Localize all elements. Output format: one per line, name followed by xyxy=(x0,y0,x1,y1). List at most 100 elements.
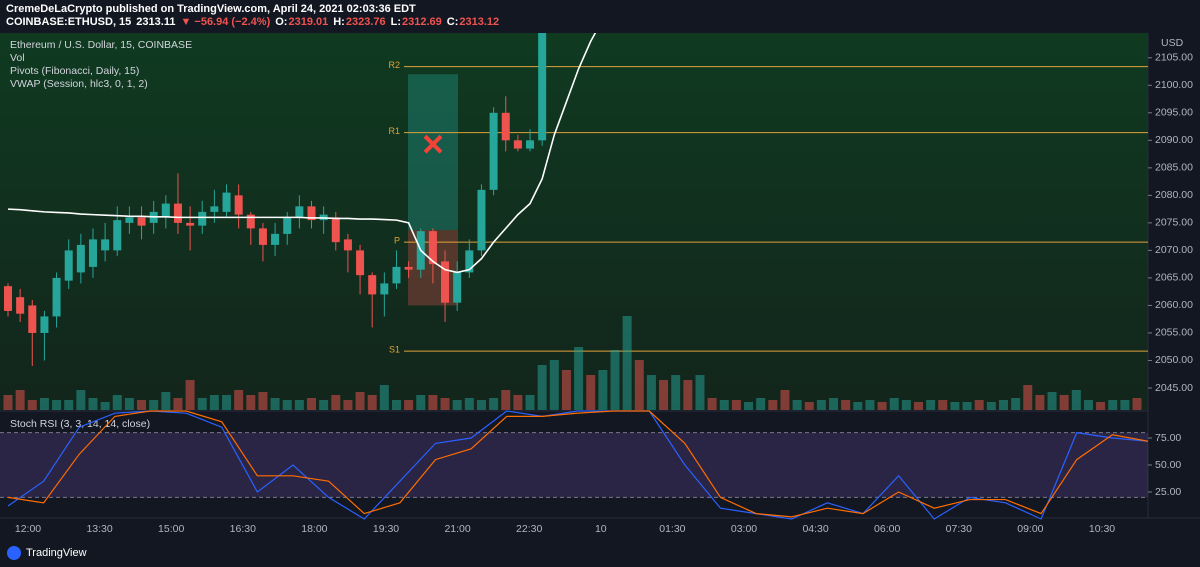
volume-bar xyxy=(3,395,13,410)
rsi-band-fill xyxy=(0,432,1148,498)
candle-body xyxy=(258,228,267,245)
volume-bar xyxy=(829,398,839,410)
volume-bar xyxy=(294,400,304,410)
legend-entry: Pivots (Fibonacci, Daily, 15) xyxy=(10,65,139,77)
volume-bar xyxy=(683,380,693,410)
vwap-line xyxy=(7,33,597,274)
volume-bar xyxy=(452,400,462,410)
time-tick-label: 10 xyxy=(595,523,607,535)
candle-body xyxy=(4,286,12,311)
volume-bar xyxy=(914,402,923,410)
volume-bar xyxy=(816,400,826,410)
volume-bar xyxy=(938,400,948,410)
volume-bar xyxy=(659,380,669,410)
header-field: 2323.76 xyxy=(346,16,386,28)
price-tick-label: 2080.00 xyxy=(1155,189,1193,201)
volume-bar xyxy=(513,395,523,410)
candle-body xyxy=(198,211,207,226)
price-tick-label: 2095.00 xyxy=(1155,107,1193,119)
volume-bar xyxy=(367,395,377,410)
header-field: C: xyxy=(447,16,459,28)
volume-bar xyxy=(792,400,802,410)
volume-bar xyxy=(926,400,936,410)
legend-entry: Vol xyxy=(10,52,25,64)
volume-bar xyxy=(379,385,389,410)
candle-body xyxy=(295,206,304,218)
volume-bar xyxy=(634,360,644,410)
volume-bar xyxy=(64,400,74,410)
volume-bar xyxy=(27,400,37,410)
candle-body xyxy=(64,250,73,281)
candle-body xyxy=(331,217,340,243)
volume-bar xyxy=(1083,400,1093,410)
candle-body xyxy=(234,195,243,215)
volume-bar xyxy=(1108,400,1118,410)
volume-bar xyxy=(756,398,766,410)
volume-bar xyxy=(476,400,486,410)
candle-body xyxy=(501,112,510,141)
price-tick-label: 2070.00 xyxy=(1155,244,1193,256)
volume-bar xyxy=(950,402,960,410)
price-tick-label: 2075.00 xyxy=(1155,217,1193,229)
volume-bar xyxy=(416,395,426,410)
footer-brand: TradingView xyxy=(26,547,87,559)
volume-bar xyxy=(489,398,499,410)
volume-bar xyxy=(1035,395,1045,410)
currency: USD xyxy=(1161,37,1184,49)
volume-bar xyxy=(525,395,535,410)
candle-body xyxy=(186,222,195,226)
time-tick-label: 09:00 xyxy=(1017,523,1043,535)
time-tick-label: 16:30 xyxy=(230,523,256,535)
pivot-label: R2 xyxy=(388,60,400,70)
volume-bar xyxy=(15,390,25,410)
volume-bar xyxy=(962,402,972,410)
volume-bar xyxy=(1011,398,1021,410)
volume-bar xyxy=(561,370,571,410)
volume-bar xyxy=(124,398,134,410)
time-tick-label: 07:30 xyxy=(946,523,972,535)
header-field: H: xyxy=(333,16,345,28)
time-tick-label: 10:30 xyxy=(1089,523,1115,535)
volume-bar xyxy=(501,390,511,410)
volume-bar xyxy=(185,380,195,410)
volume-bar xyxy=(537,365,547,410)
volume-bar xyxy=(695,375,705,410)
volume-bar xyxy=(209,395,219,410)
price-tick-label: 2050.00 xyxy=(1155,354,1193,366)
volume-bar xyxy=(39,398,49,410)
volume-bar xyxy=(719,400,729,410)
author-line: CremeDeLaCrypto published on TradingView… xyxy=(6,3,416,15)
candle-body xyxy=(380,283,389,295)
loss-marker xyxy=(423,134,443,154)
volume-bar xyxy=(901,400,911,410)
volume-bar xyxy=(549,360,559,410)
candle-body xyxy=(513,140,522,149)
volume-bar xyxy=(391,400,401,410)
legend-entry: Ethereum / U.S. Dollar, 15, COINBASE xyxy=(10,39,192,51)
candle-body xyxy=(343,239,352,251)
volume-bar xyxy=(404,400,414,410)
volume-bar xyxy=(161,392,171,410)
candle-body xyxy=(52,277,61,317)
candle-body xyxy=(173,203,182,223)
time-tick-label: 18:00 xyxy=(301,523,327,535)
volume-bar xyxy=(646,375,656,410)
header-field: 2312.69 xyxy=(402,16,442,28)
position-target xyxy=(408,74,458,231)
volume-bar xyxy=(1023,385,1033,410)
candle-body xyxy=(246,214,255,229)
time-tick-label: 01:30 xyxy=(659,523,685,535)
header-field: 2313.12 xyxy=(459,16,499,28)
volume-bar xyxy=(974,400,984,410)
time-tick-label: 13:30 xyxy=(86,523,112,535)
price-tick-label: 2055.00 xyxy=(1155,327,1193,339)
volume-bar xyxy=(246,395,256,410)
volume-bar xyxy=(428,395,438,410)
tradingview-logo xyxy=(7,546,21,560)
candle-body xyxy=(210,206,219,212)
volume-bar xyxy=(986,402,996,410)
volume-bar xyxy=(744,402,754,410)
rsi-title: Stoch RSI (3, 3, 14, 14, close) xyxy=(10,418,150,430)
header-field: 2319.01 xyxy=(288,16,328,28)
